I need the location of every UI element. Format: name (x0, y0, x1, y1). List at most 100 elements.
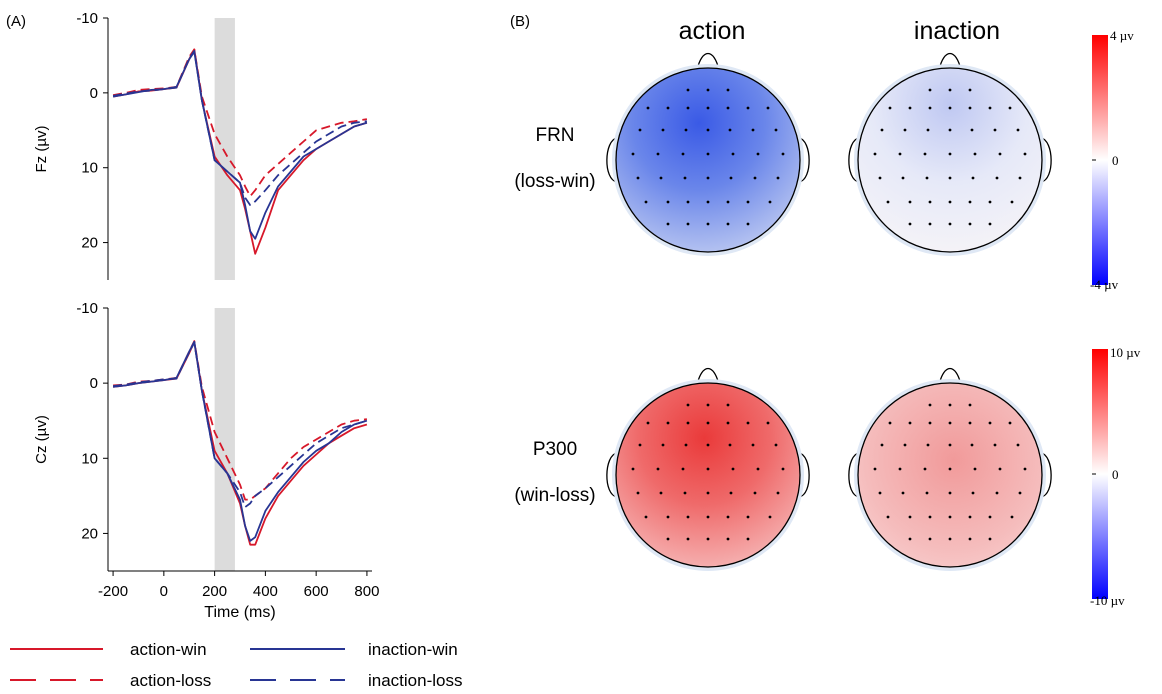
electrode-dot (948, 106, 952, 110)
electrode-dot (948, 152, 952, 156)
electrode-dot (659, 491, 663, 495)
x-tick-label: -200 (98, 583, 128, 600)
electrode-dot (928, 88, 932, 92)
electrode-dot (908, 515, 912, 519)
electrode-dot (926, 128, 930, 132)
electrode-dot (731, 467, 735, 471)
panel-label-b: (B) (510, 13, 530, 30)
electrode-dot (728, 443, 732, 447)
electrode-dot (683, 176, 687, 180)
electrode-dot (878, 176, 882, 180)
electrode-dot (659, 176, 663, 180)
electrode-dot (973, 152, 977, 156)
electrode-dot (993, 443, 997, 447)
electrode-dot (726, 515, 730, 519)
electrode-dot (948, 222, 952, 226)
electrode-dot (686, 106, 690, 110)
electrode-dot (908, 222, 912, 226)
electrode-dot (968, 88, 972, 92)
electrode-dot (684, 128, 688, 132)
legend-label-action-win: action-win (130, 640, 207, 659)
electrode-dot (926, 443, 930, 447)
y-tick-label: 10 (81, 160, 98, 177)
electrode-dot (774, 128, 778, 132)
electrode-dot (948, 88, 952, 92)
electrode-dot (726, 106, 730, 110)
electrode-dot (970, 128, 974, 132)
electrode-dot (873, 467, 877, 471)
legend: action-win inaction-win action-loss inactio… (10, 640, 463, 690)
electrode-dot (948, 467, 952, 471)
electrode-dot (901, 491, 905, 495)
electrode-dot (928, 403, 932, 407)
colorbar-p300-mid: 0 (1112, 467, 1119, 482)
electrode-dot (683, 491, 687, 495)
electrode-dot (681, 467, 685, 471)
electrode-dot (726, 421, 730, 425)
y-tick-label: 0 (90, 375, 98, 392)
electrode-dot (706, 467, 710, 471)
electrode-dot (928, 515, 932, 519)
colorbar-frn-min: -4 µv (1090, 277, 1119, 292)
topomap-p300-inaction (848, 367, 1052, 571)
electrode-dot (706, 403, 710, 407)
row-label-p300-sub: (win-loss) (514, 485, 595, 506)
electrode-dot (998, 467, 1002, 471)
electrode-dot (631, 152, 635, 156)
electrode-dot (781, 467, 785, 471)
colorbar-frn-gradient (1092, 35, 1108, 285)
colorbar-frn-max: 4 µv (1110, 28, 1134, 43)
electrode-dot (706, 88, 710, 92)
electrode-dot (746, 106, 750, 110)
electrode-dot (776, 176, 780, 180)
electrode-dot (898, 467, 902, 471)
colorbar-p300-max: 10 µv (1110, 345, 1141, 360)
y-axis-label: Cz (µv) (33, 415, 50, 464)
topomap-frn-inaction (848, 52, 1052, 256)
electrode-dot (746, 200, 750, 204)
shaded-window (214, 18, 235, 280)
electrode-dot (948, 421, 952, 425)
electrode-dot (988, 200, 992, 204)
y-tick-label: 10 (81, 450, 98, 467)
electrode-dot (1010, 200, 1014, 204)
erp-chart-cz: -10 0 10 20 Cz (µv) -200 0 200 400 600 800 Time (ms… (33, 300, 379, 621)
electrode-dot (1018, 176, 1022, 180)
electrode-dot (686, 421, 690, 425)
electrode-dot (1008, 421, 1012, 425)
electrode-dot (686, 403, 690, 407)
electrode-dot (638, 443, 642, 447)
y-tick-label: -10 (76, 10, 98, 27)
electrode-dot (1016, 443, 1020, 447)
row-label-p300: P300 (533, 439, 577, 460)
electrode-dot (968, 403, 972, 407)
electrode-dot (993, 128, 997, 132)
x-tick-label: 400 (253, 583, 278, 600)
electrode-dot (776, 491, 780, 495)
electrode-dot (968, 200, 972, 204)
electrode-dot (726, 403, 730, 407)
electrode-dot (666, 106, 670, 110)
electrode-dot (898, 152, 902, 156)
electrode-dot (706, 421, 710, 425)
electrode-dot (706, 537, 710, 541)
electrode-dot (666, 537, 670, 541)
electrode-dot (948, 443, 952, 447)
electrode-dot (686, 515, 690, 519)
electrode-dot (908, 421, 912, 425)
electrode-dot (781, 152, 785, 156)
electrode-dot (746, 222, 750, 226)
series-line-inaction-loss (112, 341, 368, 508)
electrode-dot (903, 443, 907, 447)
scalp-map (857, 67, 1043, 253)
electrode-dot (729, 176, 733, 180)
electrode-dot (928, 421, 932, 425)
electrode-dot (731, 152, 735, 156)
erp-chart-fz: -10 0 10 20 Fz (µv) (33, 10, 368, 280)
x-tick-label: 200 (202, 583, 227, 600)
electrode-dot (1023, 467, 1027, 471)
electrode-dot (661, 443, 665, 447)
legend-label-action-loss: action-loss (130, 671, 211, 690)
electrode-dot (968, 421, 972, 425)
electrode-dot (684, 443, 688, 447)
